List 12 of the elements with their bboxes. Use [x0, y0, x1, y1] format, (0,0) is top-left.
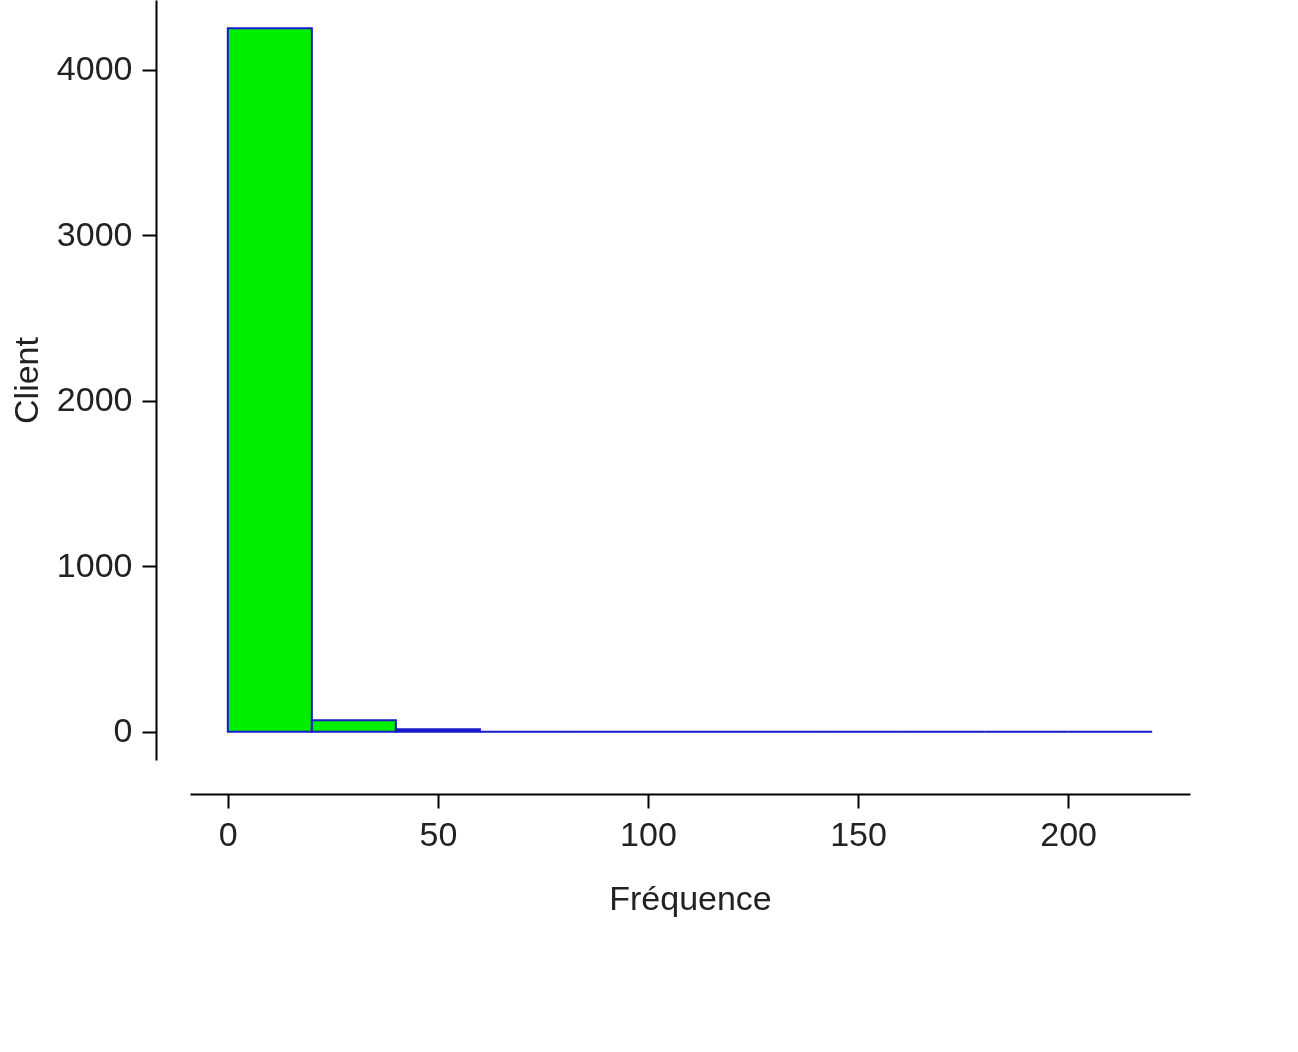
- x-tick-label: 100: [620, 814, 677, 853]
- x-tick-label: 150: [830, 814, 887, 853]
- y-axis-title: Client: [6, 336, 45, 424]
- y-tick-label: 0: [113, 711, 133, 750]
- y-tick-label: 2000: [56, 380, 133, 419]
- y-tick-label: 3000: [56, 214, 133, 253]
- y-tick-label: 1000: [56, 545, 133, 584]
- y-tick-label: 4000: [56, 49, 133, 88]
- x-tick-label: 50: [419, 814, 458, 853]
- x-axis-title: Fréquence: [609, 878, 772, 917]
- x-tick-label: 200: [1040, 814, 1098, 853]
- x-tick-label: 0: [218, 814, 238, 853]
